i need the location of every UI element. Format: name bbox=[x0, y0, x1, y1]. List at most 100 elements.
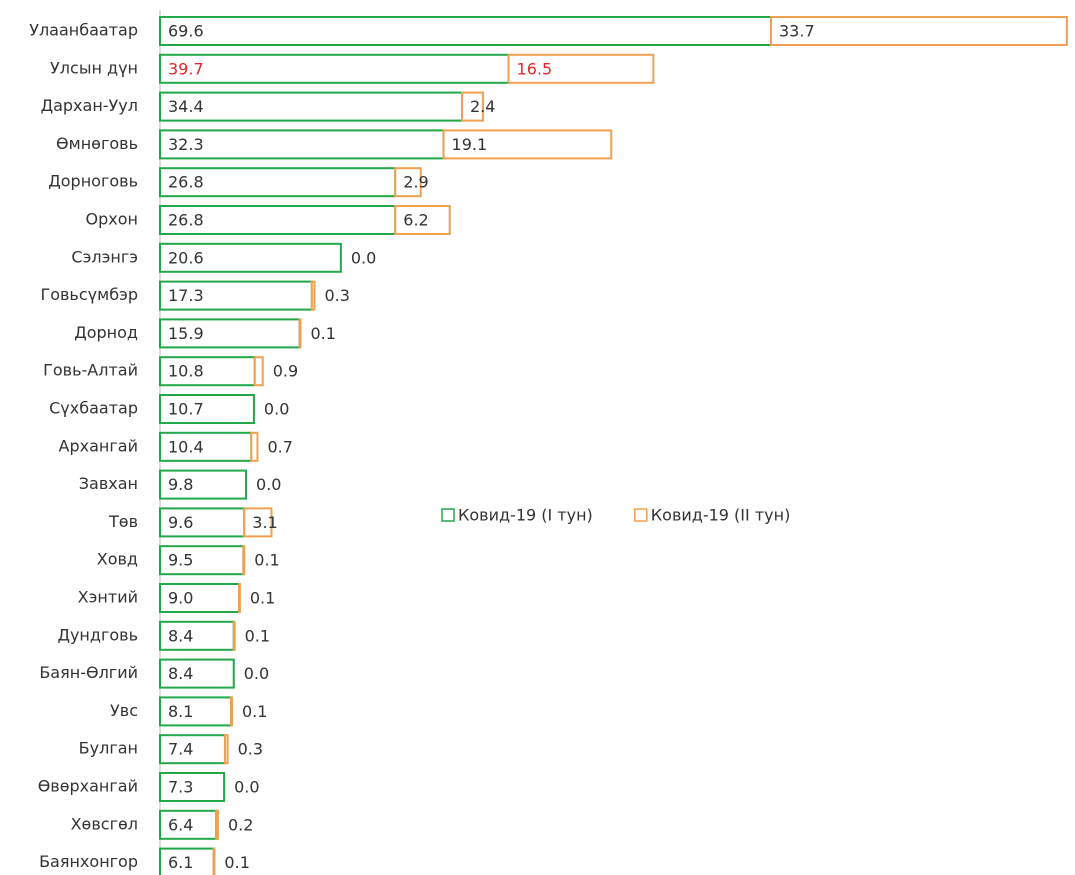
data-label: 10.8 bbox=[168, 362, 204, 381]
data-label: 0.0 bbox=[244, 664, 269, 683]
bar bbox=[250, 431, 259, 462]
bar bbox=[159, 129, 445, 160]
data-label: 0.1 bbox=[310, 324, 335, 343]
y-tick-label: Дундговь bbox=[57, 625, 138, 644]
y-tick-label: Улсын дүн bbox=[50, 58, 138, 77]
data-label: 26.8 bbox=[168, 211, 204, 230]
bar bbox=[159, 167, 397, 198]
bar bbox=[212, 847, 216, 875]
bar bbox=[159, 91, 463, 122]
bar bbox=[159, 356, 256, 387]
data-label: 8.4 bbox=[168, 664, 193, 683]
data-label: 9.6 bbox=[168, 513, 193, 532]
bar bbox=[159, 242, 342, 273]
data-label: 7.4 bbox=[168, 740, 193, 759]
bar bbox=[159, 16, 773, 46]
bar bbox=[243, 507, 273, 538]
data-label: 0.1 bbox=[250, 589, 275, 608]
data-label: 0.3 bbox=[325, 286, 350, 305]
data-label: 33.7 bbox=[779, 22, 815, 41]
bar bbox=[159, 583, 241, 613]
data-label: 39.7 bbox=[168, 59, 204, 78]
y-tick-label: Баян-Өлгий bbox=[39, 663, 138, 682]
bar bbox=[507, 53, 655, 84]
data-label: 16.5 bbox=[517, 59, 553, 78]
legend-label: Ковид-19 (I тун) bbox=[458, 506, 593, 525]
legend-label: Ковид-19 (II тун) bbox=[651, 506, 791, 525]
data-label: 10.4 bbox=[168, 437, 204, 456]
y-tick-label: Дорноговь bbox=[48, 172, 138, 191]
bar bbox=[298, 318, 302, 349]
data-label: 0.1 bbox=[224, 853, 249, 872]
y-tick-label: Говь-Алтай bbox=[43, 361, 138, 380]
data-label: 34.4 bbox=[168, 97, 204, 116]
data-label: 0.0 bbox=[256, 475, 281, 494]
bar bbox=[159, 205, 397, 235]
y-tick-label: Дархан-Уул bbox=[41, 96, 138, 115]
data-label: 26.8 bbox=[168, 173, 204, 192]
y-tick-label: Улаанбаатар bbox=[29, 21, 138, 40]
bar bbox=[238, 583, 241, 613]
data-label: 0.1 bbox=[254, 551, 279, 570]
y-tick-label: Архангай bbox=[59, 436, 138, 455]
data-label: 20.6 bbox=[168, 248, 204, 267]
data-label: 19.1 bbox=[452, 135, 488, 154]
data-label: 0.0 bbox=[351, 248, 376, 267]
data-label: 17.3 bbox=[168, 286, 204, 305]
data-label: 15.9 bbox=[168, 324, 204, 343]
y-tick-label: Говьсүмбэр bbox=[40, 285, 138, 304]
bar bbox=[159, 620, 235, 651]
bar bbox=[770, 16, 1068, 46]
bar bbox=[442, 129, 613, 160]
bar bbox=[394, 205, 451, 235]
data-label: 7.3 bbox=[168, 778, 193, 797]
bar bbox=[310, 280, 316, 311]
y-tick-label: Орхон bbox=[86, 210, 138, 229]
y-tick-label: Дорнод bbox=[74, 323, 138, 342]
bar bbox=[159, 658, 235, 689]
data-label: 2.9 bbox=[403, 173, 428, 192]
data-label: 8.1 bbox=[168, 702, 193, 721]
data-label: 9.0 bbox=[168, 589, 193, 608]
data-label: 0.7 bbox=[267, 437, 292, 456]
bar bbox=[159, 809, 218, 840]
bar bbox=[159, 53, 510, 84]
data-label: 8.4 bbox=[168, 626, 193, 645]
bar bbox=[460, 91, 485, 122]
data-label: 2.4 bbox=[470, 97, 495, 116]
y-tick-label: Төв bbox=[108, 512, 138, 531]
bar bbox=[159, 696, 233, 727]
y-tick-label: Сэлэнгэ bbox=[71, 247, 138, 266]
bar bbox=[230, 696, 233, 727]
bar bbox=[159, 469, 248, 500]
y-tick-label: Баянхонгор bbox=[39, 852, 138, 871]
bar bbox=[159, 318, 301, 349]
bar bbox=[159, 772, 226, 802]
bar bbox=[394, 167, 422, 198]
y-tick-label: Хэнтий bbox=[78, 588, 138, 607]
data-label: 9.8 bbox=[168, 475, 193, 494]
y-tick-label: Өмнөговь bbox=[56, 134, 138, 153]
data-label: 0.2 bbox=[228, 815, 253, 834]
data-label: 0.9 bbox=[273, 362, 298, 381]
bar bbox=[159, 847, 215, 875]
data-label: 10.7 bbox=[168, 400, 204, 419]
data-label: 6.4 bbox=[168, 815, 193, 834]
data-label: 9.5 bbox=[168, 551, 193, 570]
bar bbox=[242, 545, 246, 576]
data-label: 0.1 bbox=[242, 702, 267, 721]
data-label: 0.0 bbox=[264, 400, 289, 419]
legend-swatch bbox=[634, 508, 648, 522]
data-label: 32.3 bbox=[168, 135, 204, 154]
data-label: 6.1 bbox=[168, 853, 193, 872]
y-tick-label: Сүхбаатар bbox=[49, 399, 138, 418]
y-tick-label: Булган bbox=[79, 739, 138, 758]
y-tick-label: Увс bbox=[110, 701, 138, 720]
bar bbox=[159, 734, 226, 765]
y-tick-label: Завхан bbox=[79, 474, 138, 493]
bar bbox=[232, 620, 236, 651]
bar bbox=[159, 394, 255, 424]
legend-swatch bbox=[441, 508, 455, 522]
bar bbox=[159, 431, 253, 462]
